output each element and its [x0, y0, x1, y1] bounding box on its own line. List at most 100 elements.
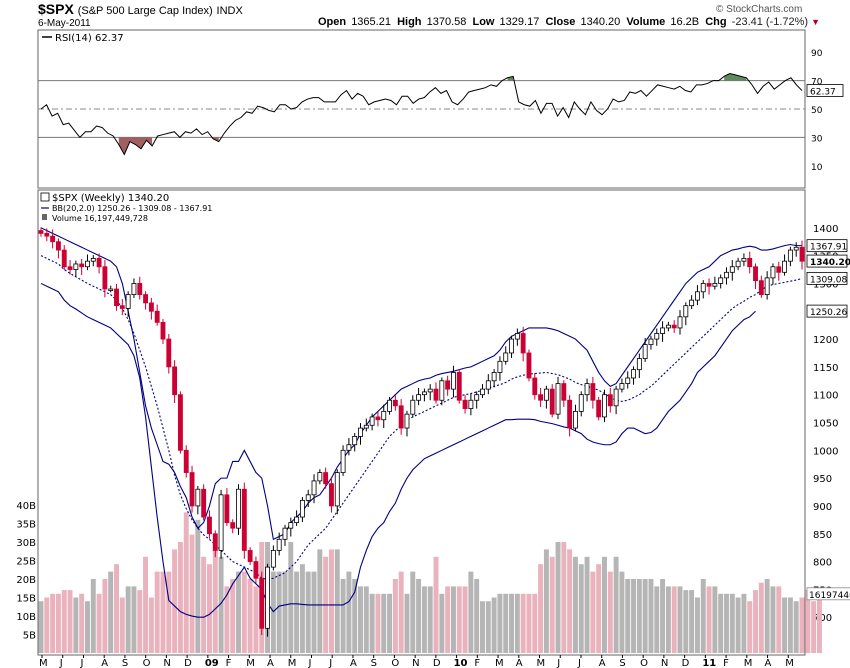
x-tick-label: 10 — [454, 658, 468, 668]
x-tick-label: S — [122, 658, 128, 668]
volume-bar — [549, 556, 555, 653]
volume-bar — [677, 586, 683, 653]
volume-bar — [729, 593, 735, 653]
rsi-panel: 10 30 50 70 90 62.37 RSI(14) 62.37 — [37, 29, 844, 189]
high-value: 1370.58 — [426, 16, 467, 28]
volume-tick-label: 40B — [16, 501, 36, 512]
candle-body — [189, 472, 195, 507]
rsi-last-value: 62.37 — [810, 88, 836, 98]
price-tick-label: 1150 — [813, 363, 838, 374]
volume-bar — [387, 593, 393, 653]
bb-lower-line — [40, 282, 756, 618]
volume-bar — [572, 556, 578, 653]
volume-bar — [526, 593, 532, 653]
volume-bar — [381, 593, 387, 653]
candle-body — [654, 333, 660, 340]
x-tick-label: A — [350, 658, 357, 668]
candle-body — [561, 383, 567, 401]
volume-bar — [805, 590, 811, 653]
rsi-legend: RSI(14) 62.37 — [55, 33, 124, 44]
volume-bar — [363, 586, 369, 653]
candle-body — [619, 383, 625, 390]
candle-body — [718, 277, 724, 284]
candle-body — [724, 271, 729, 279]
volume-bar — [462, 586, 468, 653]
candle-body — [253, 561, 259, 579]
volume-bar — [340, 579, 346, 653]
candle-body — [439, 380, 445, 401]
candle-body — [212, 533, 218, 551]
candle-body — [567, 399, 573, 429]
candle-body — [265, 566, 270, 629]
chg-value: -23.41 (-1.72%) — [731, 16, 809, 28]
volume-tick-label: 30B — [16, 538, 36, 549]
volume-bar — [38, 601, 44, 653]
rsi-tick-label: 30 — [811, 134, 823, 144]
volume-bar — [445, 586, 451, 653]
candle-body — [689, 299, 695, 307]
candle-body — [584, 383, 590, 396]
candle-body — [340, 449, 346, 473]
volume-bar — [782, 597, 788, 653]
rsi-overbought-area — [724, 73, 747, 81]
x-tick-label: D — [433, 658, 441, 668]
volume-bar — [61, 590, 67, 653]
candle-body — [375, 416, 381, 421]
volume-bar — [648, 579, 654, 653]
volume-bar — [108, 571, 114, 653]
volume-bar — [369, 593, 375, 653]
volume-bar — [218, 556, 224, 653]
candle-body — [177, 394, 183, 451]
candle-body — [369, 416, 375, 426]
candle-body — [665, 324, 671, 329]
low-label: Low — [472, 16, 495, 28]
bb-legend: BB(20,2.0) 1250.26 - 1309.08 - 1367.91 — [52, 204, 212, 213]
candle-body — [201, 488, 207, 518]
x-tick-label: M — [495, 658, 504, 668]
volume-bar — [602, 556, 607, 653]
volume-bar — [561, 542, 567, 653]
candle-body — [207, 516, 212, 535]
candle-body — [381, 410, 387, 421]
candle-body — [485, 380, 491, 390]
candle-body — [758, 280, 764, 295]
candle-body — [776, 266, 782, 273]
x-tick-label: 11 — [702, 658, 716, 668]
x-tick-label: M — [537, 658, 546, 668]
volume-bar — [509, 593, 515, 653]
rsi-overbought-area — [507, 76, 514, 81]
x-tick-label: M — [785, 658, 794, 668]
volume-bar — [67, 590, 73, 653]
candle-body — [230, 522, 236, 529]
volume-bar — [90, 579, 96, 653]
candle-body — [625, 377, 631, 384]
volume-label: Volume — [626, 16, 666, 28]
x-tick-label: J — [59, 658, 63, 668]
price-tick-label: 1000 — [813, 446, 838, 457]
candle-body — [474, 394, 480, 401]
candle-body — [648, 338, 654, 346]
rsi-tick-label: 70 — [811, 78, 823, 88]
volume-bar — [689, 590, 695, 653]
candle-body — [549, 388, 555, 415]
candle-body — [108, 288, 114, 291]
volume-bar — [114, 564, 119, 653]
chg-label: Chg — [705, 16, 727, 28]
volume-bar — [247, 579, 253, 653]
candle-body — [224, 494, 230, 524]
volume-bar — [590, 571, 596, 653]
candle-body — [358, 427, 363, 437]
candle-body — [747, 258, 753, 268]
volume-bar — [346, 571, 352, 653]
brand-link[interactable]: © StockCharts.com — [716, 4, 803, 15]
candle-body — [410, 399, 416, 415]
volume-bar — [567, 549, 573, 653]
volume-bar — [485, 601, 491, 653]
volume-bar — [352, 579, 358, 653]
volume-tick-label: 25B — [16, 557, 36, 568]
volume-bar — [578, 564, 584, 653]
candle-body — [445, 380, 451, 390]
volume-bar — [450, 586, 456, 653]
price-tick-label: 950 — [813, 474, 832, 485]
candle-body — [683, 305, 689, 318]
